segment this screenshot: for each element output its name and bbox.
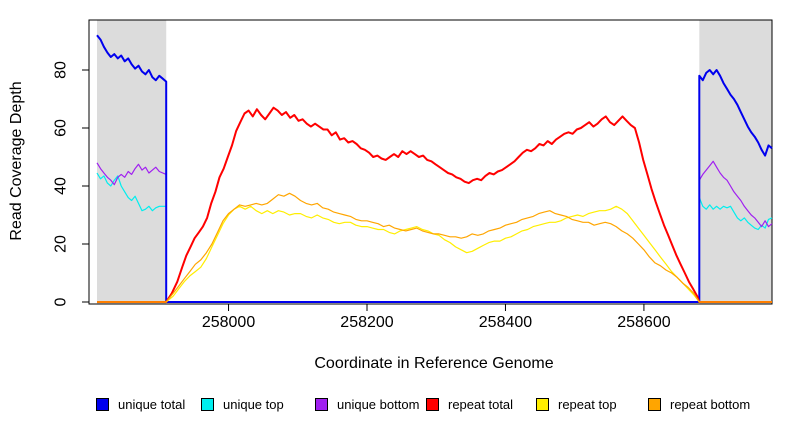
series-line-repeat-top	[97, 205, 772, 303]
series-line-unique-top	[96, 172, 773, 303]
legend-item-label: unique total	[118, 397, 186, 412]
legend-item-label: repeat bottom	[670, 397, 751, 412]
y-axis-label: Read Coverage Depth	[8, 81, 25, 241]
y-tick-label: 40	[53, 177, 70, 195]
y-tick-label: 60	[53, 119, 70, 137]
legend-item-label: unique top	[223, 397, 284, 412]
y-tick-label: 80	[53, 61, 70, 79]
shaded-region	[699, 20, 772, 304]
legend: unique total unique top unique bottom repea…	[0, 397, 792, 417]
legend-item-label: repeat total	[448, 397, 514, 412]
shaded-region	[97, 20, 167, 304]
legend-swatch	[648, 398, 661, 411]
legend-item-repeat-bottom: repeat bottom	[648, 397, 750, 412]
x-tick-label: 258200	[340, 314, 393, 331]
x-tick-label: 258400	[479, 314, 532, 331]
x-axis-label: Coordinate in Reference Genome	[314, 355, 554, 372]
legend-swatch	[426, 398, 439, 411]
legend-item-unique-top: unique top	[201, 397, 284, 412]
legend-swatch	[536, 398, 549, 411]
plot-box	[88, 19, 773, 305]
legend-item-unique-bottom: unique bottom	[315, 397, 419, 412]
series-line-repeat-total	[97, 106, 772, 303]
x-tick-label: 258000	[202, 314, 255, 331]
legend-swatch	[201, 398, 214, 411]
legend-item-label: repeat top	[558, 397, 617, 412]
y-tick-label: 20	[53, 235, 70, 253]
series-line-repeat-bottom	[97, 192, 772, 303]
legend-item-repeat-total: repeat total	[426, 397, 513, 412]
legend-swatch	[96, 398, 109, 411]
legend-item-label: unique bottom	[337, 397, 420, 412]
y-tick-label: 0	[53, 297, 70, 306]
legend-swatch	[315, 398, 328, 411]
legend-item-repeat-top: repeat top	[536, 397, 617, 412]
legend-item-unique-total: unique total	[96, 397, 185, 412]
x-tick-label: 258600	[617, 314, 670, 331]
